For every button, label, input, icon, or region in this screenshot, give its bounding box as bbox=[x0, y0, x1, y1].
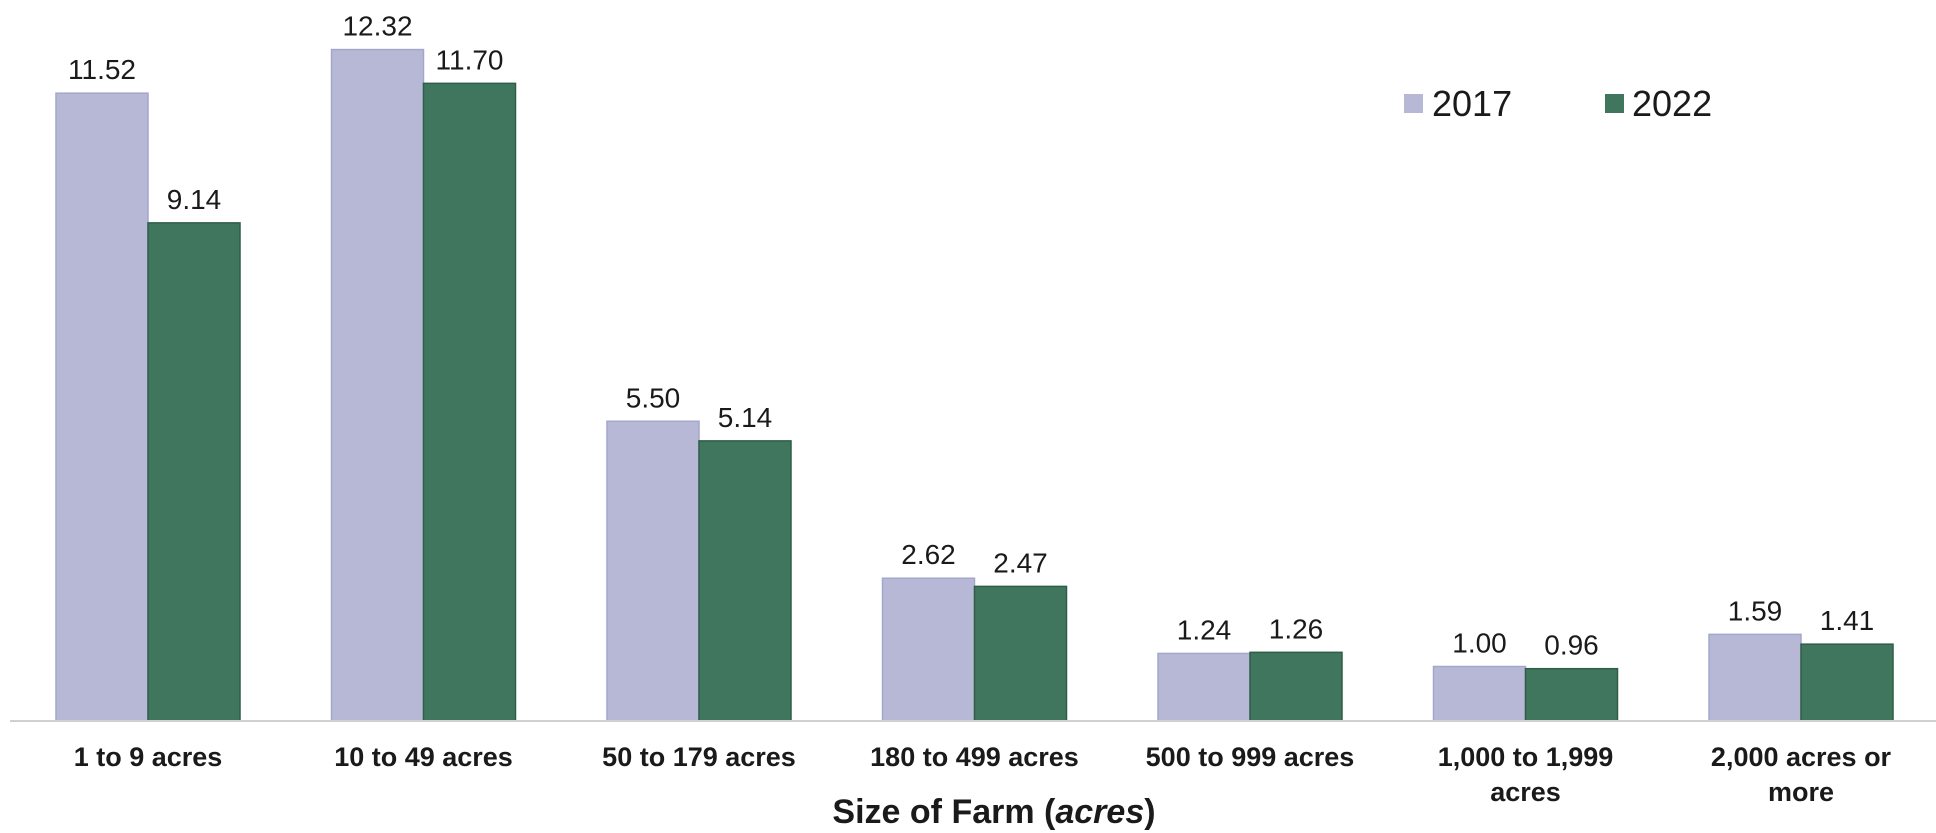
category-label-7-line-2: more bbox=[1768, 777, 1834, 807]
data-label-2017-5: 1.24 bbox=[1177, 614, 1232, 645]
bar-2022-2 bbox=[422, 82, 517, 722]
legend: 2017 2022 bbox=[1404, 83, 1712, 124]
category-label-6-line-2: acres bbox=[1490, 777, 1561, 807]
bar-2022-4 bbox=[973, 585, 1068, 722]
category-label-4: 180 to 499 acres bbox=[870, 742, 1079, 772]
bar-2017-1 bbox=[55, 92, 149, 722]
category-label-2: 10 to 49 acres bbox=[334, 742, 513, 772]
bar-2022-1 bbox=[147, 222, 241, 722]
category-label-5: 500 to 999 acres bbox=[1146, 742, 1355, 772]
data-label-2022-6: 0.96 bbox=[1544, 630, 1599, 661]
data-label-2017-2: 12.32 bbox=[342, 11, 412, 42]
value-labels-layer: 11.52 9.14 12.32 11.70 5.50 5.14 2.62 2.47 1.24 1… bbox=[68, 11, 1874, 661]
data-label-2017-4: 2.62 bbox=[901, 539, 956, 570]
bar-2017-6 bbox=[1432, 665, 1527, 722]
bars-layer bbox=[55, 48, 1894, 722]
bar-2017-2 bbox=[330, 48, 425, 722]
legend-swatch-2022 bbox=[1605, 94, 1624, 113]
data-label-2022-4: 2.47 bbox=[993, 547, 1048, 578]
legend-label-2022: 2022 bbox=[1632, 83, 1712, 124]
data-label-2022-7: 1.41 bbox=[1820, 605, 1875, 636]
category-label-7-line-1: 2,000 acres or bbox=[1711, 742, 1892, 772]
bar-2022-3 bbox=[698, 440, 792, 722]
category-label-6-line-1: 1,000 to 1,999 bbox=[1438, 742, 1614, 772]
data-label-2022-2: 11.70 bbox=[436, 44, 504, 75]
data-label-2022-3: 5.14 bbox=[718, 402, 773, 433]
bar-2017-4 bbox=[881, 577, 976, 722]
x-axis-title-suffix: ) bbox=[1144, 793, 1155, 831]
bar-2017-7 bbox=[1708, 633, 1802, 722]
data-label-2022-5: 1.26 bbox=[1269, 613, 1324, 644]
data-label-2017-1: 11.52 bbox=[68, 54, 136, 85]
bar-2022-6 bbox=[1524, 667, 1619, 722]
legend-swatch-2017 bbox=[1404, 94, 1423, 113]
bar-2022-7 bbox=[1800, 643, 1894, 722]
data-label-2017-6: 1.00 bbox=[1452, 628, 1507, 659]
data-label-2022-1: 9.14 bbox=[167, 184, 222, 215]
x-axis-title-prefix: Size of Farm ( bbox=[832, 793, 1056, 831]
data-label-2017-7: 1.59 bbox=[1728, 595, 1783, 626]
category-label-3: 50 to 179 acres bbox=[602, 742, 796, 772]
x-axis-title-emphasis: acres bbox=[1055, 793, 1144, 831]
bar-2017-3 bbox=[606, 420, 700, 722]
bar-2022-5 bbox=[1249, 651, 1343, 722]
legend-label-2017: 2017 bbox=[1432, 83, 1512, 124]
x-axis-title: Size of Farm (acres) bbox=[832, 793, 1155, 831]
bar-2017-5 bbox=[1157, 652, 1251, 722]
category-labels-layer: 1 to 9 acres 10 to 49 acres 50 to 179 acre… bbox=[74, 742, 1892, 807]
category-label-1: 1 to 9 acres bbox=[74, 742, 223, 772]
data-label-2017-3: 5.50 bbox=[626, 382, 681, 413]
